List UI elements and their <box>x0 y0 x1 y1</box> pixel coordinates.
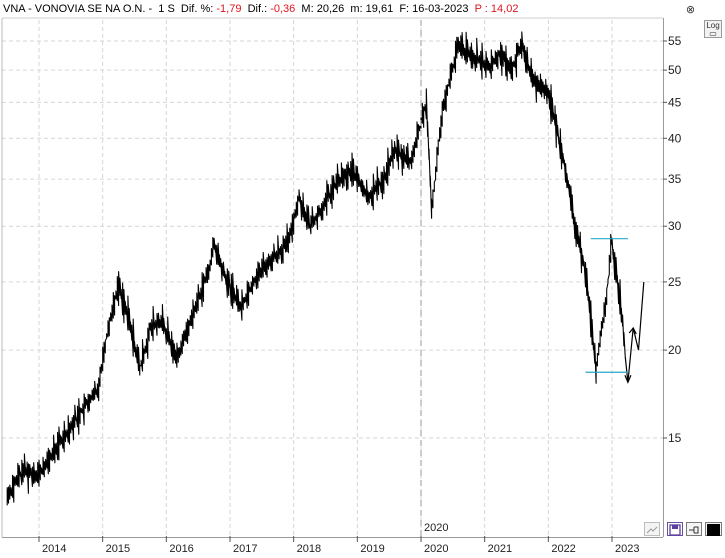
timeframe-label: 1 S <box>158 3 175 15</box>
y-tick-label: 40 <box>668 131 682 145</box>
pin-icon[interactable] <box>686 522 702 536</box>
save-icon[interactable] <box>667 522 683 536</box>
projection-arrow-down <box>624 375 632 384</box>
y-tick-label: 30 <box>668 219 682 233</box>
price-value: 14,02 <box>490 3 519 15</box>
dif-value: -0,36 <box>270 3 296 15</box>
x-tick-label: 2023 <box>615 543 639 555</box>
zoom-icon[interactable] <box>644 522 660 536</box>
x-tick-label: 2017 <box>233 543 257 555</box>
y-tick-label: 35 <box>668 172 682 186</box>
x-tick-label: 2022 <box>551 543 575 555</box>
y-tick-label: 55 <box>668 34 682 48</box>
y-axis: 15 20 25 30 35 40 45 50 55 <box>663 34 682 445</box>
cursor-label-box <box>422 519 450 534</box>
projection-arrow-up <box>628 326 637 335</box>
support-resistance-lines <box>585 238 628 373</box>
chart-header: VNA - VONOVIA SE NA O.N. - 1 S Dif. %: -… <box>3 3 518 15</box>
max-label: M: <box>301 3 314 15</box>
min-value: 19,61 <box>365 3 394 15</box>
dif-pct-label: Dif. %: <box>180 3 214 15</box>
price-label: P : <box>474 3 488 15</box>
symbol-name: VNA - VONOVIA SE NA O.N. - <box>3 3 153 15</box>
date-label: F: <box>399 3 410 15</box>
crosshair-cursor: 2020 <box>420 20 450 536</box>
x-tick-label: 2015 <box>106 543 130 555</box>
min-label: m: <box>350 3 363 15</box>
series-group <box>6 31 645 506</box>
max-value: 20,26 <box>316 3 345 15</box>
close-chart-icon[interactable]: ⊗ <box>685 4 696 16</box>
log-scale-label: Log <box>706 21 720 30</box>
color-swatch-icon[interactable] <box>705 522 722 536</box>
chart-grid <box>2 20 663 536</box>
y-tick-label: 45 <box>668 95 682 109</box>
x-tick-label: 2014 <box>42 543 66 555</box>
y-tick-label: 20 <box>668 343 682 357</box>
dif-pct-value: -1,79 <box>216 3 242 15</box>
x-tick-label: 2016 <box>169 543 193 555</box>
x-tick-label: 2018 <box>297 543 321 555</box>
x-tick-label: 2020 <box>424 543 448 555</box>
y-tick-label: 15 <box>668 431 682 445</box>
date-value: 16-03-2023 <box>412 3 469 15</box>
x-tick-label: 2019 <box>360 543 384 555</box>
log-scale-icon: ▭ <box>709 29 717 38</box>
price-series-line <box>6 31 626 506</box>
y-tick-label: 25 <box>668 275 682 289</box>
y-tick-label: 50 <box>668 63 682 77</box>
cursor-label: 2020 <box>424 522 448 534</box>
x-tick-label: 2021 <box>488 543 512 555</box>
projection-line <box>624 281 645 383</box>
dif-label: Dif.: <box>247 3 268 15</box>
x-axis: 2014 2015 2016 2017 2018 2019 2020 2021 2022 2023 <box>38 536 639 555</box>
log-scale-button[interactable]: Log ▭ <box>704 20 722 38</box>
